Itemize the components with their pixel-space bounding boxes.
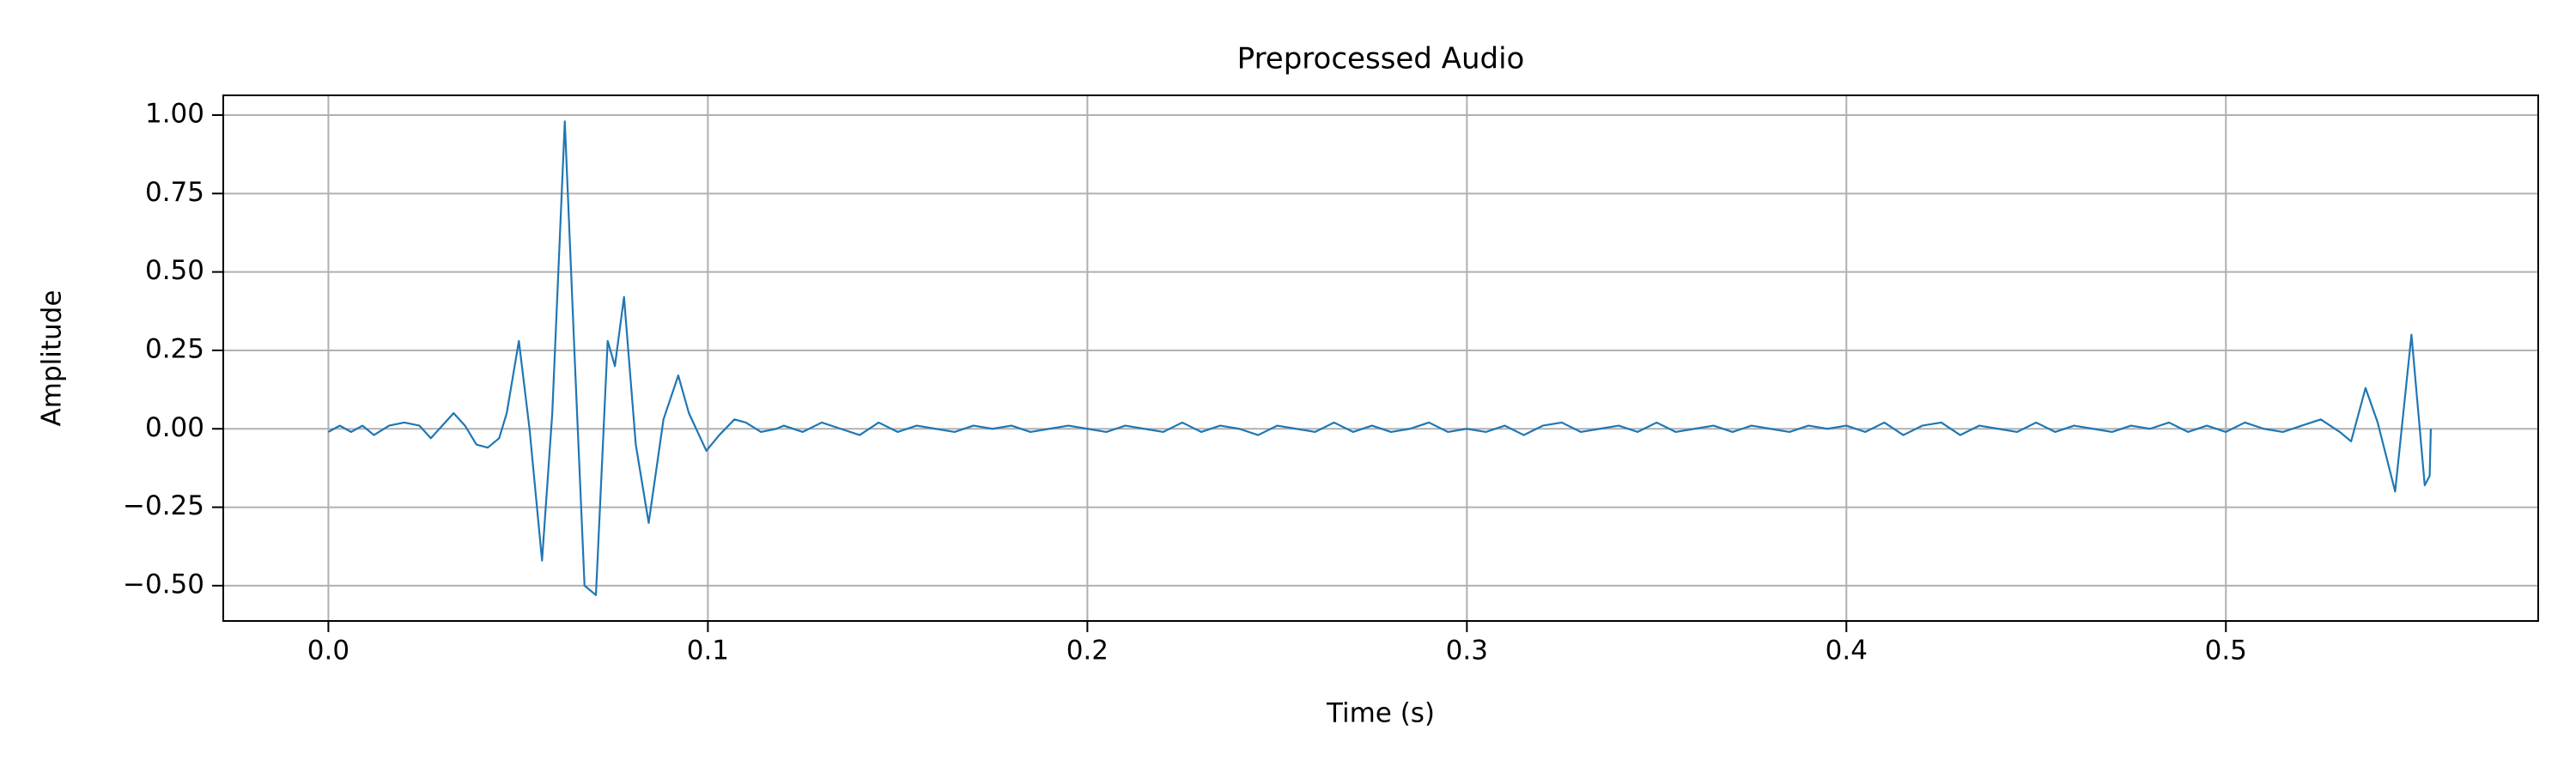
y-tick-label: −0.25: [123, 490, 204, 521]
chart-title: Preprocessed Audio: [1237, 42, 1525, 76]
x-tick-label: 0.3: [1446, 636, 1488, 666]
x-tick-label: 0.1: [687, 636, 729, 666]
y-tick-label: 1.00: [145, 99, 204, 130]
y-tick-label: 0.00: [145, 412, 204, 443]
x-tick-label: 0.2: [1066, 636, 1109, 666]
y-tick-label: 0.75: [145, 177, 204, 208]
plot-frame: [222, 94, 2539, 622]
x-tick-label: 0.4: [1826, 636, 1868, 666]
x-tick-label: 0.0: [307, 636, 349, 666]
x-axis-label: Time (s): [1326, 698, 1435, 729]
waveform-line: [327, 120, 2433, 596]
x-tick-label: 0.5: [2205, 636, 2247, 666]
y-tick-label: 0.50: [145, 255, 204, 286]
y-axis-label: Amplitude: [37, 290, 68, 427]
y-tick-label: 0.25: [145, 333, 204, 364]
y-tick-label: −0.50: [123, 569, 204, 600]
